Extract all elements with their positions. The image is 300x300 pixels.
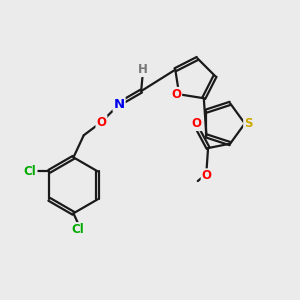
- Text: O: O: [202, 169, 212, 182]
- Text: S: S: [244, 117, 253, 130]
- Text: Cl: Cl: [71, 223, 84, 236]
- Text: O: O: [171, 88, 181, 101]
- Text: O: O: [191, 117, 201, 130]
- Text: H: H: [138, 63, 148, 76]
- Text: N: N: [113, 98, 124, 111]
- Text: Cl: Cl: [24, 165, 37, 178]
- Text: O: O: [96, 116, 106, 128]
